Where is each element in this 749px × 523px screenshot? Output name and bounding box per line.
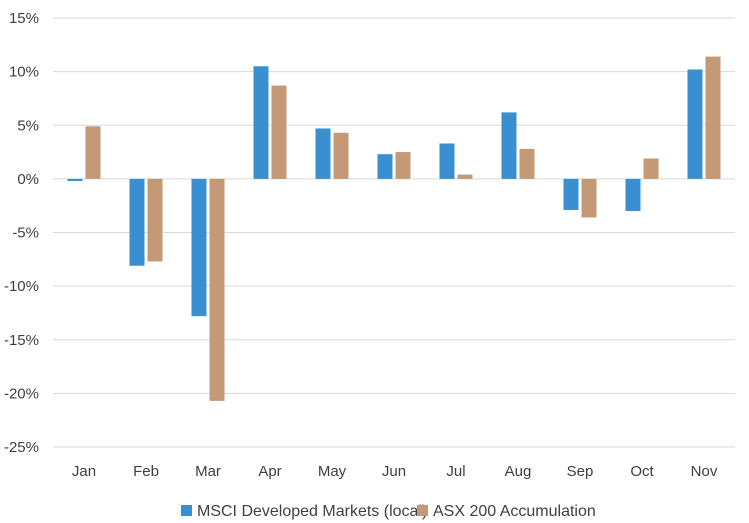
bar-asx200-mar [209,178,225,401]
y-tick-label: 15% [9,10,39,27]
x-tick-label: Jun [382,463,406,480]
legend-label: MSCI Developed Markets (local) [197,503,427,520]
x-tick-label: Jan [72,463,96,480]
x-tick-label: Sep [567,463,594,480]
bar-asx200-jun [395,152,411,179]
y-tick-label: -15% [4,332,39,349]
bar-asx200-jul [457,174,473,179]
x-tick-label: Nov [691,463,718,480]
x-tick-label: May [318,463,347,480]
bar-msci-sep [563,178,579,210]
y-tick-label: 10% [9,64,39,81]
bar-asx200-nov [705,56,721,179]
bar-asx200-feb [147,178,163,262]
bar-asx200-aug [519,148,535,179]
bar-msci-feb [129,178,145,266]
bar-msci-jun [377,154,393,179]
bar-msci-jan [67,178,83,182]
y-tick-label: -10% [4,278,39,295]
x-tick-label: Feb [133,463,159,480]
y-tick-label: -5% [12,225,39,242]
y-tick-label: 0% [17,171,39,188]
bar-msci-apr [253,66,269,179]
bar-asx200-sep [581,178,597,218]
x-axis-tick-labels: Jan Feb Mar Apr May Jun Jul Aug Sep Oct Nov [72,463,718,480]
legend-swatch [181,505,192,516]
bar-msci-oct [625,178,641,212]
bar-asx200-oct [643,158,659,179]
bar-asx200-may [333,132,349,179]
y-axis-tick-labels: 15% 10% 5% 0% -5% -10% -15% -20% -25% [4,10,39,456]
bar-asx200-jan [85,126,101,179]
x-tick-label: Aug [505,463,532,480]
legend: MSCI Developed Markets (local) ASX 200 Ac… [181,503,596,520]
bar-asx200-apr [271,85,287,179]
bar-msci-aug [501,112,517,179]
y-tick-label: -20% [4,385,39,402]
bar-msci-nov [687,69,703,179]
bar-msci-mar [191,178,207,317]
y-tick-label: -25% [4,439,39,456]
bar-msci-jul [439,143,455,179]
legend-label: ASX 200 Accumulation [433,503,596,520]
bar-msci-may [315,128,331,179]
legend-swatch [417,505,428,516]
y-tick-label: 5% [17,117,39,134]
x-tick-label: Oct [630,463,654,480]
bars [67,56,721,401]
x-tick-label: Jul [446,463,465,480]
x-tick-label: Mar [195,463,221,480]
grid-lines [53,17,735,448]
x-tick-label: Apr [258,463,281,480]
